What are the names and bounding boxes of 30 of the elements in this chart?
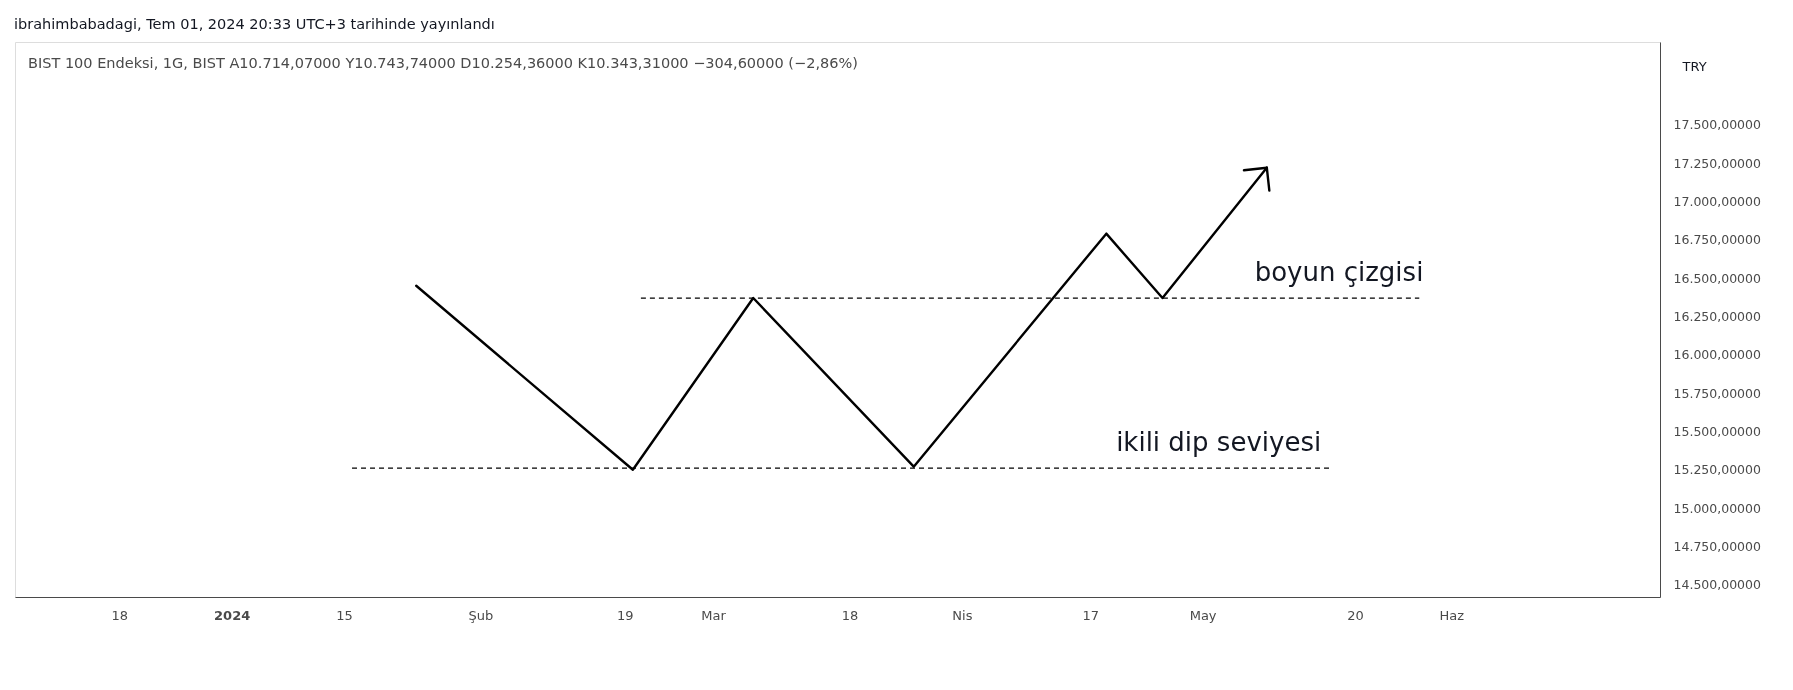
y-tick-label: 16.750,00000 xyxy=(1673,232,1762,248)
y-tick-label: 15.250,00000 xyxy=(1673,462,1762,478)
x-tick-label: Şub xyxy=(468,607,494,623)
x-tick-label: 19 xyxy=(617,607,634,623)
annotation: boyun çizgisi xyxy=(1254,257,1424,288)
y-tick-label: 14.750,00000 xyxy=(1673,538,1762,554)
y-tick-label: 16.000,00000 xyxy=(1673,347,1762,363)
y-tick-label: 17.250,00000 xyxy=(1673,155,1762,171)
x-tick-label: 18 xyxy=(111,607,129,623)
y-tick-label: 15.000,00000 xyxy=(1673,500,1762,516)
annotation: ikili dip seviyesi xyxy=(1116,427,1322,458)
x-tick-label: Mar xyxy=(701,607,727,623)
x-tick-label: Haz xyxy=(1439,607,1465,623)
x-tick-label: 18 xyxy=(841,607,859,623)
x-tick-label: 2024 xyxy=(214,607,251,623)
text: BIST 100 Endeksi, 1G, BIST A10.714,07000 Y10.743,74000 D10.254,36000 K10.343,31000 −304,60000 (−2,86%) xyxy=(28,55,858,71)
y-tick-label: 15.750,00000 xyxy=(1673,385,1762,401)
y-tick-label: 16.250,00000 xyxy=(1673,308,1762,324)
y-tick-label: 14.500,00000 xyxy=(1673,577,1762,593)
x-tick-label: 15 xyxy=(336,607,353,623)
y-tick-label: 15.500,00000 xyxy=(1673,423,1762,439)
x-tick-label: May xyxy=(1189,607,1217,623)
text: ibrahimbabadagi, Tem 01, 2024 20:33 UTC+3 tarihinde yayınlandı xyxy=(14,16,495,32)
y-axis-title: TRY xyxy=(1681,58,1707,74)
y-tick-label: 17.000,00000 xyxy=(1673,193,1762,209)
x-tick-label: 17 xyxy=(1082,607,1100,623)
y-tick-label: 16.500,00000 xyxy=(1673,270,1762,286)
x-tick-label: 20 xyxy=(1347,607,1364,623)
y-tick-label: 17.500,00000 xyxy=(1673,117,1762,133)
x-tick-label: Nis xyxy=(952,607,973,623)
